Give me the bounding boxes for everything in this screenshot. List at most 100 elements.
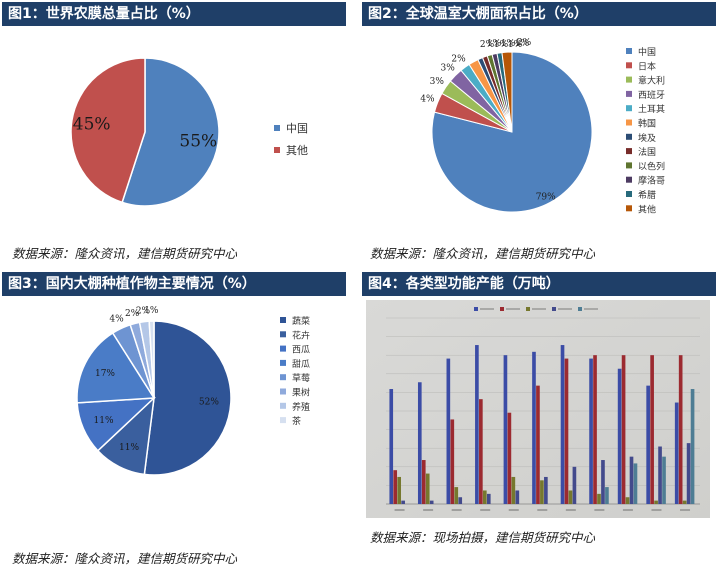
fig2-slice-11 <box>501 51 513 133</box>
fig2-legend-label-5: 韩国 <box>638 118 656 130</box>
fig4-bar-s2-c8 <box>625 497 630 504</box>
fig3-legend-swatch-6 <box>280 402 286 409</box>
fig1-legend-label-1: 其他 <box>286 144 308 157</box>
fig4-legend-text-blur-4 <box>584 308 598 310</box>
fig2-legend-label-2: 意大利 <box>638 75 665 87</box>
fig4-bar-s3-c9 <box>658 446 662 504</box>
fig2-data-label-6: 1% <box>487 39 502 49</box>
fig4-bar-s2-c10 <box>682 500 687 504</box>
fig4-bar-s1-c9 <box>650 355 654 504</box>
fig4-bar-s3-c6 <box>572 466 577 504</box>
fig2-legend-label-7: 法国 <box>638 146 656 158</box>
fig2-data-label-8: 1% <box>501 39 516 49</box>
fig4-bar-s4-c8 <box>633 463 638 504</box>
fig3-data-label-0: 52% <box>199 397 219 407</box>
fig2-data-label-11: 2% <box>517 38 532 48</box>
fig4-bar-s1-c6 <box>564 358 569 504</box>
fig4-bar-s1-c10 <box>678 355 683 504</box>
fig4-bar-s3-c0 <box>401 500 405 504</box>
fig4-tick-label-blur-3 <box>480 509 491 511</box>
fig4-bar-s1-c1 <box>421 460 426 504</box>
fig4-legend-swatch-1 <box>500 307 504 311</box>
fig4-bar-s2-c6 <box>568 490 573 504</box>
fig2-legend-swatch-2 <box>626 76 632 83</box>
fig4-legend-swatch-0 <box>474 307 478 311</box>
fig4-bar-s2-c4 <box>511 476 516 504</box>
fig4-bar-s0-c2 <box>446 358 451 504</box>
fig4-bar-s2-c7 <box>597 493 601 504</box>
fig4-bar-s0-c7 <box>589 358 593 504</box>
fig3-title: 图3：国内大棚种植作物主要情况（%） <box>2 272 346 296</box>
fig4-bar-s0-c1 <box>417 382 422 504</box>
fig3-legend-swatch-3 <box>280 359 286 366</box>
fig3-data-label-3: 17% <box>95 369 115 379</box>
fig4-bar-s1-c4 <box>507 412 512 504</box>
fig4-bar-s3-c7 <box>601 460 605 504</box>
fig3-source: 数据来源：隆众资讯，建信期货研究中心 <box>12 551 238 566</box>
fig3-legend-label-6: 养殖 <box>292 401 310 413</box>
fig3-legend-swatch-4 <box>280 374 286 381</box>
fig3-data-label-2: 11% <box>94 416 114 426</box>
fig4-bar-s0-c6 <box>560 345 565 504</box>
fig3-legend-label-5: 果树 <box>292 387 310 399</box>
fig4-tick-label-blur-4 <box>508 509 519 511</box>
fig4-bar-s1-c0 <box>393 470 398 504</box>
fig3-data-label-7: 1% <box>144 306 159 316</box>
fig3-legend-swatch-7 <box>280 417 286 424</box>
fig2-source: 数据来源：隆众资讯，建信期货研究中心 <box>370 246 596 261</box>
fig2-legend-swatch-0 <box>626 48 632 54</box>
fig2-data-label-3: 3% <box>441 64 456 74</box>
fig3-data-label-5: 2% <box>125 309 140 319</box>
fig3-legend-label-0: 蔬菜 <box>292 315 310 327</box>
fig4-bar-s0-c4 <box>503 355 508 504</box>
fig4-bar-s3-c4 <box>515 490 520 504</box>
fig4-bar-s2-c5 <box>540 480 544 504</box>
fig2-data-label-7: 1% <box>494 40 509 50</box>
fig2-title: 图2：全球温室大棚面积占比（%） <box>362 2 716 26</box>
fig4-bar-s2-c2 <box>454 487 459 504</box>
fig1-data-label-0: 55% <box>179 131 217 151</box>
fig4-bar-s1-c5 <box>536 385 540 504</box>
fig4-bar-s0-c9 <box>646 385 650 504</box>
fig4-bar-s4-c7 <box>605 487 609 504</box>
fig4-legend-text-blur-1 <box>506 308 520 310</box>
fig3-legend-swatch-1 <box>280 331 286 338</box>
fig1-title: 图1：世界农膜总量占比（%） <box>2 2 346 26</box>
fig2-legend-swatch-7 <box>626 148 632 155</box>
fig4-bar-s4-c9 <box>662 456 666 504</box>
fig4-bar-s1-c7 <box>593 355 597 504</box>
fig1-data-label-1: 45% <box>73 115 111 135</box>
fig1-legend-swatch-1 <box>274 147 280 153</box>
fig4-bar-s3-c8 <box>629 456 634 504</box>
fig4-bar-s0-c3 <box>475 345 479 504</box>
fig3-legend-label-1: 花卉 <box>292 329 310 341</box>
fig1-slice-1 <box>70 57 146 204</box>
fig4-legend-swatch-2 <box>526 307 530 311</box>
fig4-legend-swatch-3 <box>552 307 556 311</box>
fig4-bar-s0-c8 <box>617 368 622 504</box>
fig4-bar-s2-c1 <box>425 473 430 504</box>
fig4-bar-s3-c3 <box>486 493 491 504</box>
fig2-data-label-1: 4% <box>420 95 435 105</box>
fig4-tick-label-blur-8 <box>622 509 633 511</box>
fig4-legend-text-blur-3 <box>558 308 572 310</box>
fig4-legend-text-blur-0 <box>480 308 494 310</box>
fig4-tick-label-blur-2 <box>451 509 462 511</box>
fig2-legend-swatch-6 <box>626 133 632 140</box>
fig4-bar-s3-c1 <box>429 500 434 504</box>
fig4-tick-label-blur-5 <box>537 509 548 511</box>
fig2-legend-label-11: 其他 <box>638 203 656 215</box>
fig2-legend-label-0: 中国 <box>638 46 656 58</box>
fig4-chart <box>366 300 710 518</box>
fig2-data-label-0: 79% <box>536 192 556 202</box>
fig2-chart: 79%4%3%3%2%2%1%1%1%1%1%2%中国日本意大利西班牙土耳其韩国… <box>420 38 665 215</box>
fig2-legend-swatch-8 <box>626 162 632 169</box>
fig3-legend-swatch-5 <box>280 388 286 395</box>
fig4-bar-s2-c3 <box>482 490 487 504</box>
fig3-data-label-6: 2% <box>136 307 151 317</box>
fig2-legend-label-9: 摩洛哥 <box>638 175 665 187</box>
fig3-legend-label-3: 甜瓜 <box>292 358 310 370</box>
fig4-bar-s2-c9 <box>654 500 658 504</box>
